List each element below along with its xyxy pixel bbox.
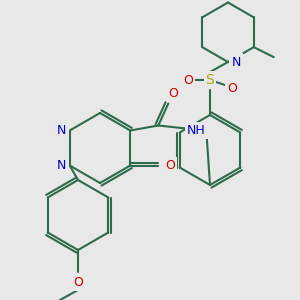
Text: N: N [57, 124, 66, 137]
Text: O: O [73, 275, 83, 289]
Text: N: N [57, 159, 66, 172]
Text: O: O [183, 74, 193, 86]
Text: O: O [168, 87, 178, 100]
Text: NH: NH [187, 124, 206, 137]
Text: S: S [206, 73, 214, 87]
Text: O: O [227, 82, 237, 94]
Text: O: O [165, 159, 175, 172]
Text: N: N [231, 56, 241, 68]
